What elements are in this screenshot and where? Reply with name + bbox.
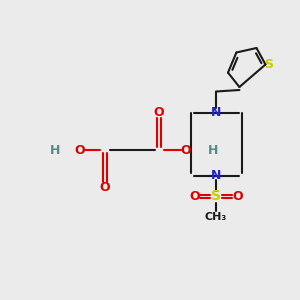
Text: O: O	[154, 106, 164, 119]
Text: H: H	[208, 143, 218, 157]
Text: S: S	[265, 58, 274, 71]
Text: S: S	[211, 190, 221, 203]
Text: CH₃: CH₃	[205, 212, 227, 222]
Text: H: H	[50, 143, 61, 157]
Text: O: O	[189, 190, 200, 203]
Text: O: O	[232, 190, 243, 203]
Text: O: O	[100, 181, 110, 194]
Text: N: N	[211, 169, 221, 182]
Text: O: O	[181, 143, 191, 157]
Text: O: O	[74, 143, 85, 157]
Text: N: N	[211, 106, 221, 119]
